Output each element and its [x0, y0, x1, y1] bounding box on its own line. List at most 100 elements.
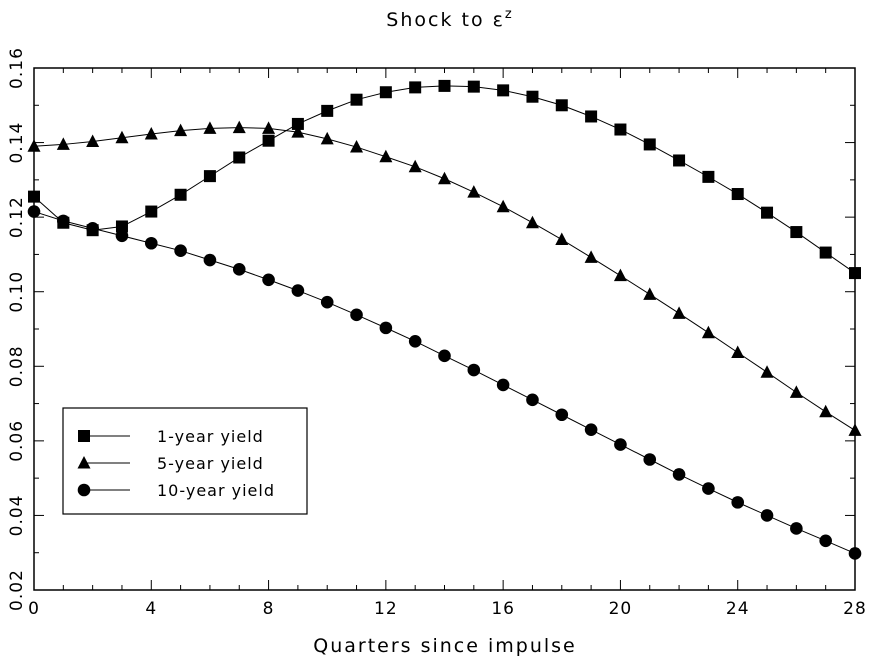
- chart-title: Shock to εz: [386, 7, 513, 31]
- data-point-1-year-yield: [614, 123, 627, 136]
- data-point-10-year-yield: [584, 423, 598, 436]
- data-point-1-year-yield: [849, 267, 861, 280]
- data-point-1-year-yield: [262, 134, 275, 147]
- data-point-5-year-yield: [731, 345, 745, 358]
- y-tick-label: 0.16: [7, 47, 27, 89]
- data-point-10-year-yield: [702, 482, 715, 495]
- data-point-1-year-yield: [731, 188, 744, 201]
- data-point-5-year-yield: [350, 140, 364, 153]
- data-point-1-year-yield: [350, 93, 363, 106]
- legend-marker-circle: [77, 483, 91, 497]
- data-point-1-year-yield: [174, 188, 187, 201]
- data-point-1-year-yield: [790, 226, 803, 239]
- data-point-10-year-yield: [438, 349, 451, 363]
- x-tick-label: 4: [145, 599, 157, 619]
- data-point-5-year-yield: [86, 134, 100, 147]
- x-tick-label: 24: [726, 599, 750, 619]
- x-tick-label: 0: [28, 599, 40, 619]
- data-point-1-year-yield: [321, 104, 334, 117]
- data-point-5-year-yield: [525, 215, 539, 229]
- data-point-5-year-yield: [320, 131, 334, 145]
- data-point-10-year-yield: [262, 273, 275, 287]
- data-point-1-year-yield: [585, 110, 598, 123]
- data-point-10-year-yield: [496, 378, 510, 392]
- data-point-10-year-yield: [731, 496, 745, 509]
- data-point-1-year-yield: [526, 90, 539, 103]
- y-tick-label: 0.14: [7, 122, 27, 164]
- data-point-5-year-yield: [115, 130, 129, 144]
- legend-marker-triangle: [77, 456, 91, 469]
- data-point-10-year-yield: [526, 393, 539, 407]
- data-point-10-year-yield: [203, 253, 217, 267]
- data-point-5-year-yield: [232, 120, 246, 134]
- data-point-1-year-yield: [115, 220, 128, 233]
- data-point-10-year-yield: [27, 205, 41, 218]
- data-point-1-year-yield: [497, 84, 510, 97]
- data-point-1-year-yield: [702, 170, 715, 183]
- data-point-10-year-yield: [614, 438, 627, 451]
- y-tick-label: 0.10: [7, 271, 27, 313]
- data-point-5-year-yield: [672, 306, 686, 319]
- data-point-5-year-yield: [760, 365, 774, 378]
- data-point-10-year-yield: [86, 222, 99, 235]
- data-point-10-year-yield: [672, 468, 686, 481]
- data-point-5-year-yield: [174, 123, 188, 137]
- x-tick-label: 12: [374, 599, 398, 619]
- data-point-5-year-yield: [291, 125, 305, 138]
- data-point-1-year-yield: [291, 117, 304, 130]
- data-point-5-year-yield: [438, 171, 451, 185]
- data-point-10-year-yield: [320, 295, 334, 309]
- data-point-1-year-yield: [233, 151, 246, 164]
- x-tick-label: 28: [843, 599, 867, 619]
- x-tick-label: 16: [491, 599, 515, 619]
- data-point-5-year-yield: [789, 385, 803, 398]
- legend-label: 5-year yield: [157, 454, 264, 473]
- data-point-10-year-yield: [790, 522, 803, 535]
- y-tick-label: 0.12: [7, 196, 27, 238]
- data-point-5-year-yield: [144, 126, 158, 140]
- x-tick-label: 20: [609, 599, 633, 619]
- legend-label: 10-year yield: [157, 481, 275, 500]
- data-point-1-year-yield: [555, 99, 568, 112]
- data-point-10-year-yield: [232, 263, 246, 276]
- data-point-1-year-yield: [819, 246, 832, 259]
- y-tick-label: 0.02: [7, 569, 27, 611]
- data-point-10-year-yield: [379, 321, 393, 335]
- data-point-1-year-yield: [379, 86, 392, 99]
- y-tick-label: 0.06: [7, 420, 27, 462]
- data-point-10-year-yield: [467, 363, 481, 377]
- data-point-10-year-yield: [408, 335, 422, 348]
- legend-label: 1-year yield: [157, 427, 264, 446]
- data-point-10-year-yield: [760, 509, 774, 522]
- data-point-1-year-yield: [438, 79, 451, 92]
- data-point-10-year-yield: [291, 284, 305, 297]
- data-point-1-year-yield: [643, 138, 656, 151]
- chart-title-superscript: z: [505, 7, 514, 22]
- data-point-5-year-yield: [584, 250, 598, 263]
- data-point-1-year-yield: [409, 81, 422, 94]
- data-point-1-year-yield: [203, 170, 216, 183]
- x-tick-label: 8: [263, 599, 275, 619]
- data-point-10-year-yield: [643, 453, 657, 466]
- data-point-10-year-yield: [555, 408, 569, 422]
- data-point-5-year-yield: [262, 121, 276, 134]
- data-point-1-year-yield: [145, 205, 158, 218]
- data-point-5-year-yield: [613, 268, 627, 282]
- data-point-5-year-yield: [27, 139, 41, 152]
- data-point-5-year-yield: [819, 404, 833, 418]
- data-point-5-year-yield: [56, 137, 70, 150]
- data-point-5-year-yield: [701, 325, 715, 339]
- data-point-1-year-yield: [28, 190, 40, 203]
- data-point-5-year-yield: [203, 121, 217, 134]
- x-axis-label: Quarters since impulse: [313, 635, 577, 657]
- y-tick-label: 0.04: [7, 494, 27, 536]
- x-tick-labels: 0 4 8 12 16 20 24 28: [28, 599, 867, 619]
- data-point-5-year-yield: [496, 199, 510, 213]
- y-tick-label: 0.08: [7, 345, 27, 387]
- data-point-5-year-yield: [643, 287, 657, 300]
- data-point-1-year-yield: [761, 206, 774, 219]
- data-point-10-year-yield: [144, 236, 158, 250]
- data-point-10-year-yield: [350, 308, 363, 322]
- data-point-5-year-yield: [379, 149, 393, 163]
